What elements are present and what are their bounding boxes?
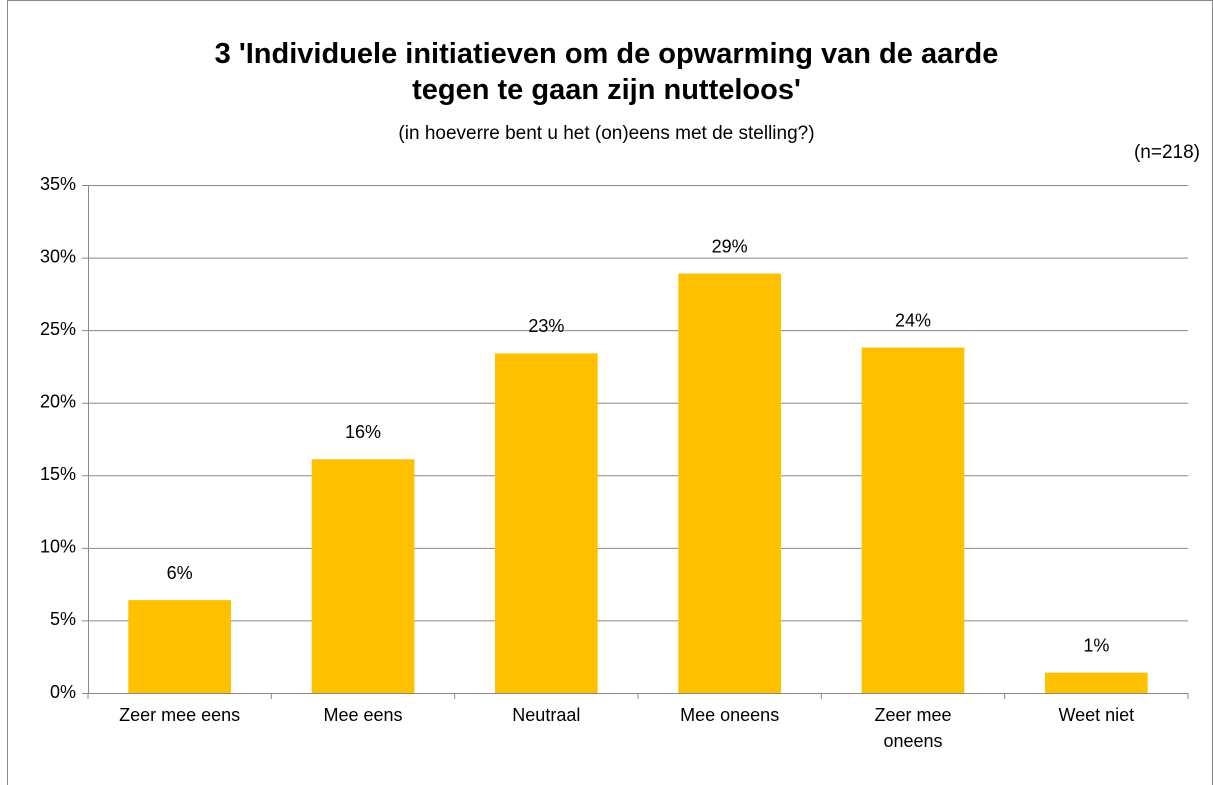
x-tick-label: Zeer mee oneens [874, 705, 952, 751]
x-tick-label: Mee eens [323, 705, 403, 725]
sample-size-note: (n=218) [1133, 142, 1200, 163]
y-tick-label: 10% [40, 537, 76, 557]
bar [678, 273, 781, 693]
x-tick-label: Neutraal [512, 705, 581, 725]
y-tick-label: 0% [50, 682, 76, 702]
x-tick-label: Mee oneens [680, 705, 780, 725]
bar [128, 600, 231, 693]
y-tick-label: 20% [40, 391, 76, 411]
y-tick-label: 15% [40, 464, 76, 484]
chart-subtitle: (in hoeverre bent u het (on)eens met de … [398, 123, 815, 144]
chart-title: 3 'Individuele initiatieven om de opwarm… [214, 38, 999, 106]
bar [495, 353, 598, 693]
data-label: 24% [895, 310, 931, 330]
x-tick-label: Zeer mee eens [119, 705, 241, 725]
bar [311, 459, 415, 693]
bar [861, 347, 965, 693]
data-label: 23% [528, 316, 564, 336]
data-label: 6% [167, 563, 193, 583]
y-tick-label: 25% [40, 319, 76, 339]
data-label: 29% [712, 236, 748, 256]
y-tick-label: 5% [50, 609, 76, 629]
x-tick-label: Weet niet [1058, 705, 1135, 725]
data-label: 1% [1083, 635, 1109, 655]
data-label: 16% [345, 422, 381, 442]
y-tick-label: 30% [40, 246, 76, 266]
bar [1045, 672, 1148, 693]
y-tick-label: 35% [40, 174, 76, 194]
